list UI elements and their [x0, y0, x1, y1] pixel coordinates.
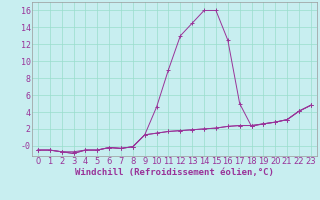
X-axis label: Windchill (Refroidissement éolien,°C): Windchill (Refroidissement éolien,°C) [75, 168, 274, 177]
